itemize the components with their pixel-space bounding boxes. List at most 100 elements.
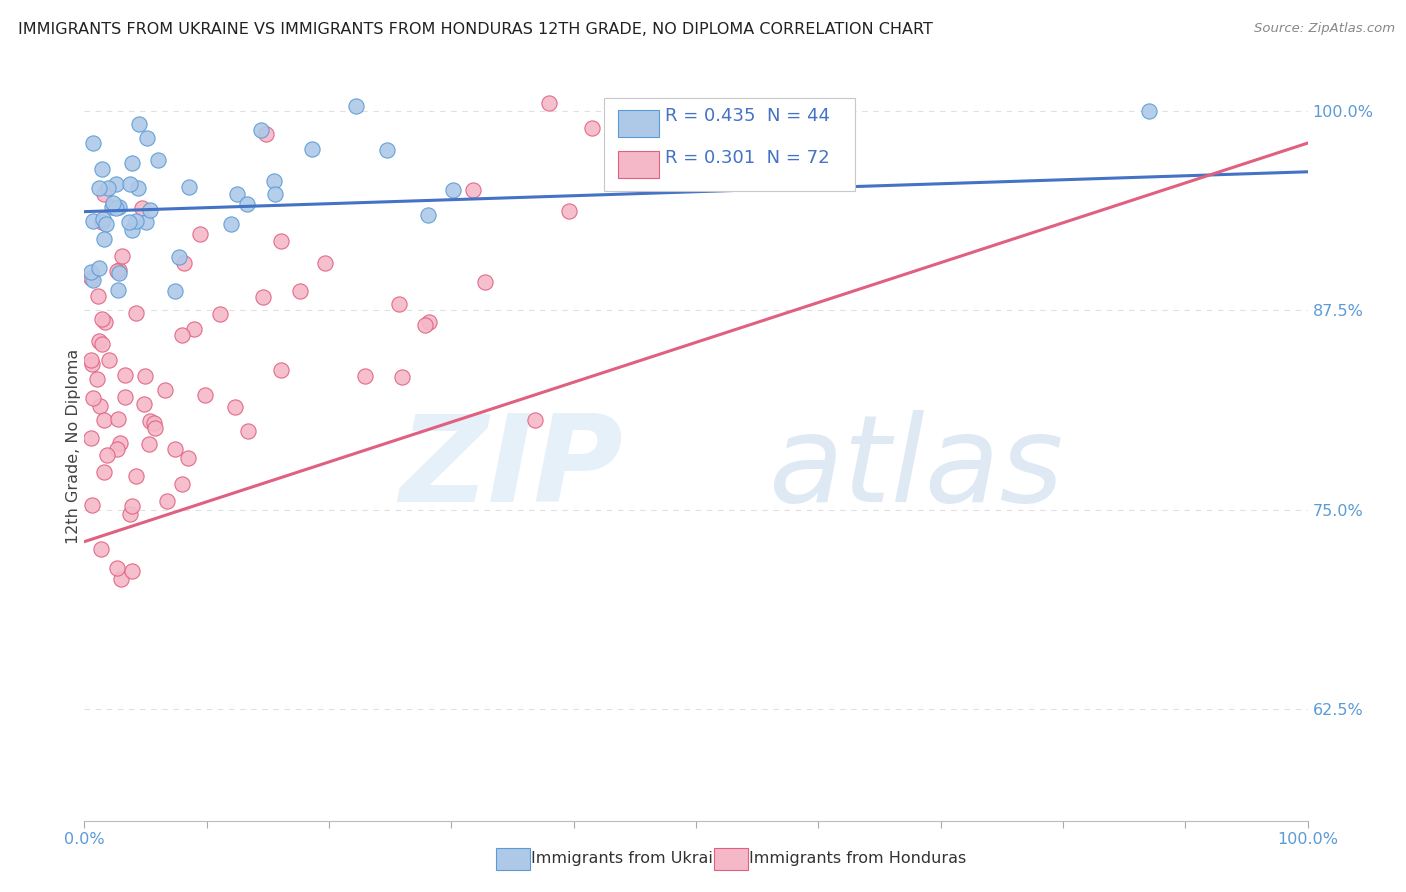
Point — [82, 136, 104, 150]
Point — [93, 465, 115, 479]
Text: Immigrants from Honduras: Immigrants from Honduras — [749, 852, 967, 866]
Point — [93, 413, 115, 427]
Point — [177, 180, 200, 194]
Point — [87, 334, 110, 349]
Point — [224, 400, 246, 414]
Point — [474, 275, 496, 289]
Point — [110, 435, 132, 450]
Point — [264, 186, 287, 201]
Point — [108, 263, 131, 277]
Point — [194, 388, 217, 402]
Point — [125, 214, 148, 228]
Point — [107, 283, 129, 297]
Text: Source: ZipAtlas.com: Source: ZipAtlas.com — [1254, 22, 1395, 36]
Point — [558, 203, 581, 218]
Point — [97, 181, 120, 195]
Point — [89, 260, 111, 275]
Point — [93, 187, 115, 202]
Point — [91, 161, 114, 176]
Point — [80, 264, 103, 278]
Point — [190, 227, 212, 241]
Point — [226, 186, 249, 201]
Point — [82, 357, 104, 371]
Point — [120, 178, 142, 192]
Text: ZIP: ZIP — [399, 410, 623, 527]
Point — [252, 290, 274, 304]
Point — [354, 369, 377, 384]
Point — [125, 469, 148, 483]
Point — [80, 431, 103, 445]
Point — [132, 397, 155, 411]
Point — [153, 383, 176, 397]
Point — [104, 177, 127, 191]
Point — [139, 202, 162, 217]
Point — [80, 271, 103, 285]
Point — [118, 507, 141, 521]
Point — [173, 256, 195, 270]
Point — [100, 200, 122, 214]
Point — [96, 448, 118, 462]
Point — [375, 143, 398, 157]
Point — [93, 232, 115, 246]
Point — [104, 201, 127, 215]
Point — [121, 499, 143, 513]
Point — [90, 542, 112, 557]
Point — [165, 284, 187, 298]
Text: R = 0.435  N = 44: R = 0.435 N = 44 — [665, 107, 831, 125]
Point — [111, 249, 134, 263]
Point — [254, 128, 277, 142]
Text: atlas: atlas — [769, 410, 1064, 527]
Point — [183, 322, 205, 336]
Point — [114, 390, 136, 404]
Point — [249, 123, 271, 137]
Point — [128, 117, 150, 131]
Point — [208, 306, 231, 320]
Point — [263, 174, 285, 188]
Point — [142, 416, 165, 430]
Point — [413, 318, 436, 332]
Text: IMMIGRANTS FROM UKRAINE VS IMMIGRANTS FROM HONDURAS 12TH GRADE, NO DIPLOMA CORRE: IMMIGRANTS FROM UKRAINE VS IMMIGRANTS FR… — [18, 22, 934, 37]
Point — [143, 421, 166, 435]
Point — [538, 96, 561, 111]
FancyBboxPatch shape — [605, 97, 855, 191]
Point — [167, 250, 190, 264]
Point — [121, 155, 143, 169]
Point — [177, 450, 200, 465]
Point — [441, 183, 464, 197]
Point — [82, 391, 104, 405]
Point — [270, 363, 292, 377]
Y-axis label: 12th Grade, No Diploma: 12th Grade, No Diploma — [66, 349, 80, 543]
Point — [80, 498, 103, 512]
Point — [314, 256, 336, 270]
Point — [89, 399, 111, 413]
Point — [108, 200, 131, 214]
Point — [105, 442, 128, 457]
Point — [80, 353, 103, 368]
Point — [118, 215, 141, 229]
Point — [170, 476, 193, 491]
Point — [138, 436, 160, 450]
Point — [107, 561, 129, 575]
Point — [146, 153, 169, 168]
Point — [524, 413, 547, 427]
Point — [82, 273, 104, 287]
Point — [93, 315, 115, 329]
Point — [135, 215, 157, 229]
Point — [125, 306, 148, 320]
Point — [156, 494, 179, 508]
Point — [135, 130, 157, 145]
Point — [114, 368, 136, 382]
FancyBboxPatch shape — [617, 151, 659, 178]
Point — [581, 121, 603, 136]
Point — [391, 370, 413, 384]
Point — [107, 412, 129, 426]
Point — [82, 214, 104, 228]
Point — [108, 266, 131, 280]
Point — [91, 215, 114, 229]
Point — [416, 208, 439, 222]
Point — [163, 442, 186, 456]
Point — [90, 337, 112, 351]
Point — [131, 202, 153, 216]
Text: R = 0.301  N = 72: R = 0.301 N = 72 — [665, 149, 830, 167]
Point — [344, 99, 367, 113]
